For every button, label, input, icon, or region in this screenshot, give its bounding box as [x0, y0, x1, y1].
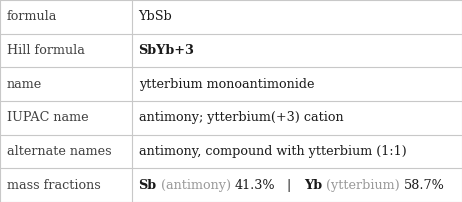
Text: 58.7%: 58.7% [404, 179, 444, 192]
Text: SbYb+3: SbYb+3 [139, 44, 195, 57]
Text: (antimony): (antimony) [157, 179, 235, 192]
Text: YbSb: YbSb [139, 10, 172, 23]
Text: antimony; ytterbium(+3) cation: antimony; ytterbium(+3) cation [139, 111, 343, 124]
Text: name: name [7, 78, 42, 91]
Text: Sb: Sb [139, 179, 157, 192]
Text: formula: formula [7, 10, 57, 23]
Text: ytterbium monoantimonide: ytterbium monoantimonide [139, 78, 314, 91]
Text: 41.3%: 41.3% [235, 179, 275, 192]
Text: (ytterbium): (ytterbium) [322, 179, 404, 192]
Text: antimony, compound with ytterbium (1:1): antimony, compound with ytterbium (1:1) [139, 145, 407, 158]
Text: IUPAC name: IUPAC name [7, 111, 89, 124]
Text: alternate names: alternate names [7, 145, 111, 158]
Text: mass fractions: mass fractions [7, 179, 101, 192]
Text: Hill formula: Hill formula [7, 44, 85, 57]
Text: Yb: Yb [304, 179, 322, 192]
Text: |: | [275, 179, 304, 192]
